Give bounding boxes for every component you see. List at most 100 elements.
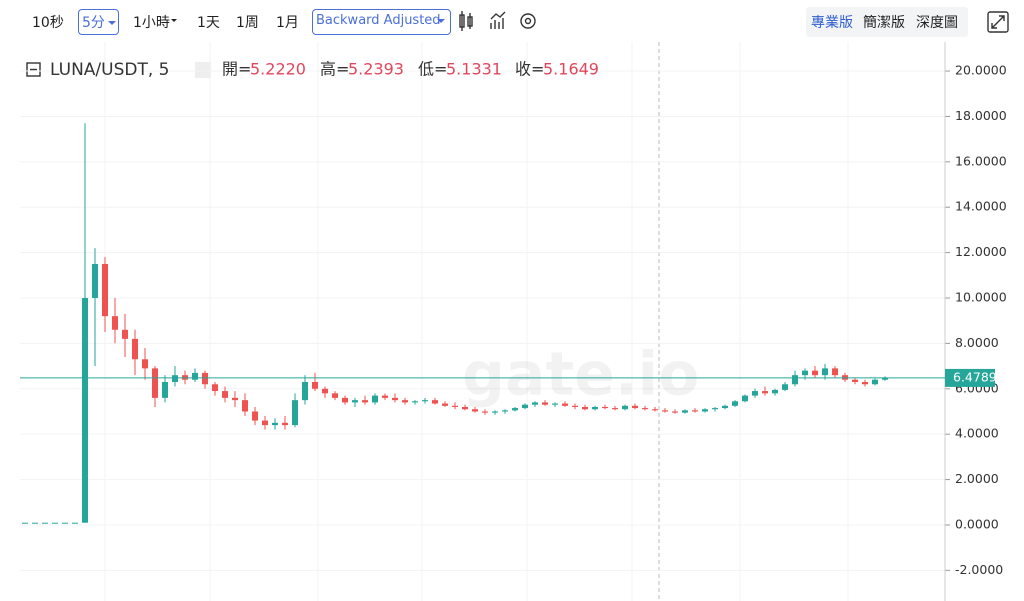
view-button[interactable]: 專業版 xyxy=(811,15,853,31)
dropdown-arrow xyxy=(437,19,445,23)
y-tick-label: 8.0000 xyxy=(955,335,999,350)
candle-body xyxy=(832,368,838,376)
y-tick-label: 12.0000 xyxy=(955,244,1007,259)
candle-body xyxy=(522,404,528,409)
candle-body xyxy=(632,405,638,409)
candle-body xyxy=(212,384,218,392)
candle-body xyxy=(272,422,278,426)
candle-body xyxy=(402,400,408,403)
candle-body xyxy=(502,410,508,412)
candle-body xyxy=(492,411,498,413)
candle-body xyxy=(172,375,178,382)
legend-label: 開= xyxy=(222,60,251,79)
y-tick-label: 4.0000 xyxy=(955,426,999,441)
candle-body xyxy=(782,384,788,390)
view-button[interactable]: 深度圖 xyxy=(916,15,958,31)
candle-body xyxy=(742,395,748,402)
candle-body xyxy=(192,372,198,380)
candle-body xyxy=(882,377,888,380)
candle-body xyxy=(332,393,338,398)
candle-body xyxy=(532,402,538,405)
legend-label: 高= xyxy=(320,60,349,79)
candle-body xyxy=(662,410,668,412)
legend-settings-icon[interactable] xyxy=(195,62,211,78)
candle-body xyxy=(872,379,878,385)
candle-body xyxy=(862,381,868,385)
candle-body xyxy=(442,403,448,406)
legend-value: 5.2393 xyxy=(348,60,404,79)
candle-body xyxy=(672,411,678,413)
y-tick-label: 18.0000 xyxy=(955,108,1007,123)
candle-body xyxy=(22,522,28,524)
legend-value: 5.1649 xyxy=(543,60,599,79)
candle-body xyxy=(312,381,318,389)
candle-body xyxy=(472,409,478,412)
symbol: LUNA/USDT, 5 xyxy=(50,60,169,80)
interval-button[interactable]: 5分 xyxy=(82,15,105,31)
candle-body xyxy=(242,400,248,412)
last-price-label: 6.4789 xyxy=(953,369,997,384)
interval-button[interactable]: 10秒 xyxy=(32,15,64,31)
candle-body xyxy=(612,408,618,410)
candle-body xyxy=(282,422,288,426)
candle-body xyxy=(582,406,588,410)
candle-body xyxy=(422,400,428,402)
candle-body xyxy=(542,402,548,405)
view-switch xyxy=(806,7,968,37)
candle-body xyxy=(482,411,488,413)
candle-body xyxy=(452,405,458,407)
candle-body xyxy=(202,372,208,385)
candle-body xyxy=(722,405,728,409)
legend-label: 收= xyxy=(515,60,544,79)
candle-body xyxy=(92,263,98,299)
candle-body xyxy=(302,381,308,401)
candle-body xyxy=(712,408,718,410)
interval-button[interactable]: 1月 xyxy=(276,15,299,31)
dropdown-arrow xyxy=(108,21,116,25)
dropdown-arrow xyxy=(171,19,177,22)
candle-body xyxy=(792,375,798,385)
interval-select[interactable] xyxy=(78,9,119,35)
view-button[interactable]: 簡潔版 xyxy=(863,15,905,31)
candle-body xyxy=(42,522,48,524)
candle-body xyxy=(222,391,228,398)
settings-icon[interactable] xyxy=(520,13,536,29)
candle-body xyxy=(692,410,698,412)
candle-body xyxy=(162,381,168,398)
candle-body xyxy=(622,405,628,410)
candle-body xyxy=(352,400,358,403)
candle-body xyxy=(52,522,58,524)
fullscreen-icon[interactable] xyxy=(987,11,1009,33)
interval-button[interactable]: 1周 xyxy=(236,15,259,31)
y-tick-label: 14.0000 xyxy=(955,199,1007,214)
interval-button[interactable]: 1小時 xyxy=(133,15,170,31)
candle-body xyxy=(62,522,68,524)
last-price-box xyxy=(945,368,995,387)
interval-button[interactable]: 1天 xyxy=(197,15,220,31)
candle-body xyxy=(652,409,658,411)
candle-body xyxy=(732,401,738,406)
toolbar-icons xyxy=(26,11,1009,78)
candle-body xyxy=(342,397,348,403)
watermark: gate.io xyxy=(462,340,699,410)
candle-body xyxy=(592,406,598,410)
candle-body xyxy=(412,401,418,403)
candle-body xyxy=(552,403,558,405)
y-tick-label: 16.0000 xyxy=(955,153,1007,168)
adjust-label[interactable]: Backward Adjusted xyxy=(316,13,441,28)
y-tick-label: 0.0000 xyxy=(955,516,999,531)
legend-value: 5.2220 xyxy=(250,60,306,79)
legend-collapse-icon[interactable] xyxy=(26,62,41,77)
candle-body xyxy=(602,406,608,409)
legend-label: 低= xyxy=(418,60,447,79)
candle-icon[interactable] xyxy=(459,11,473,31)
candle-body xyxy=(102,263,108,317)
indicator-icon[interactable] xyxy=(490,11,506,29)
candle-body xyxy=(562,403,568,406)
adjust-select[interactable] xyxy=(312,9,451,35)
y-tick-label: 2.0000 xyxy=(955,471,999,486)
candle-body xyxy=(82,298,88,523)
candle-body xyxy=(572,405,578,407)
